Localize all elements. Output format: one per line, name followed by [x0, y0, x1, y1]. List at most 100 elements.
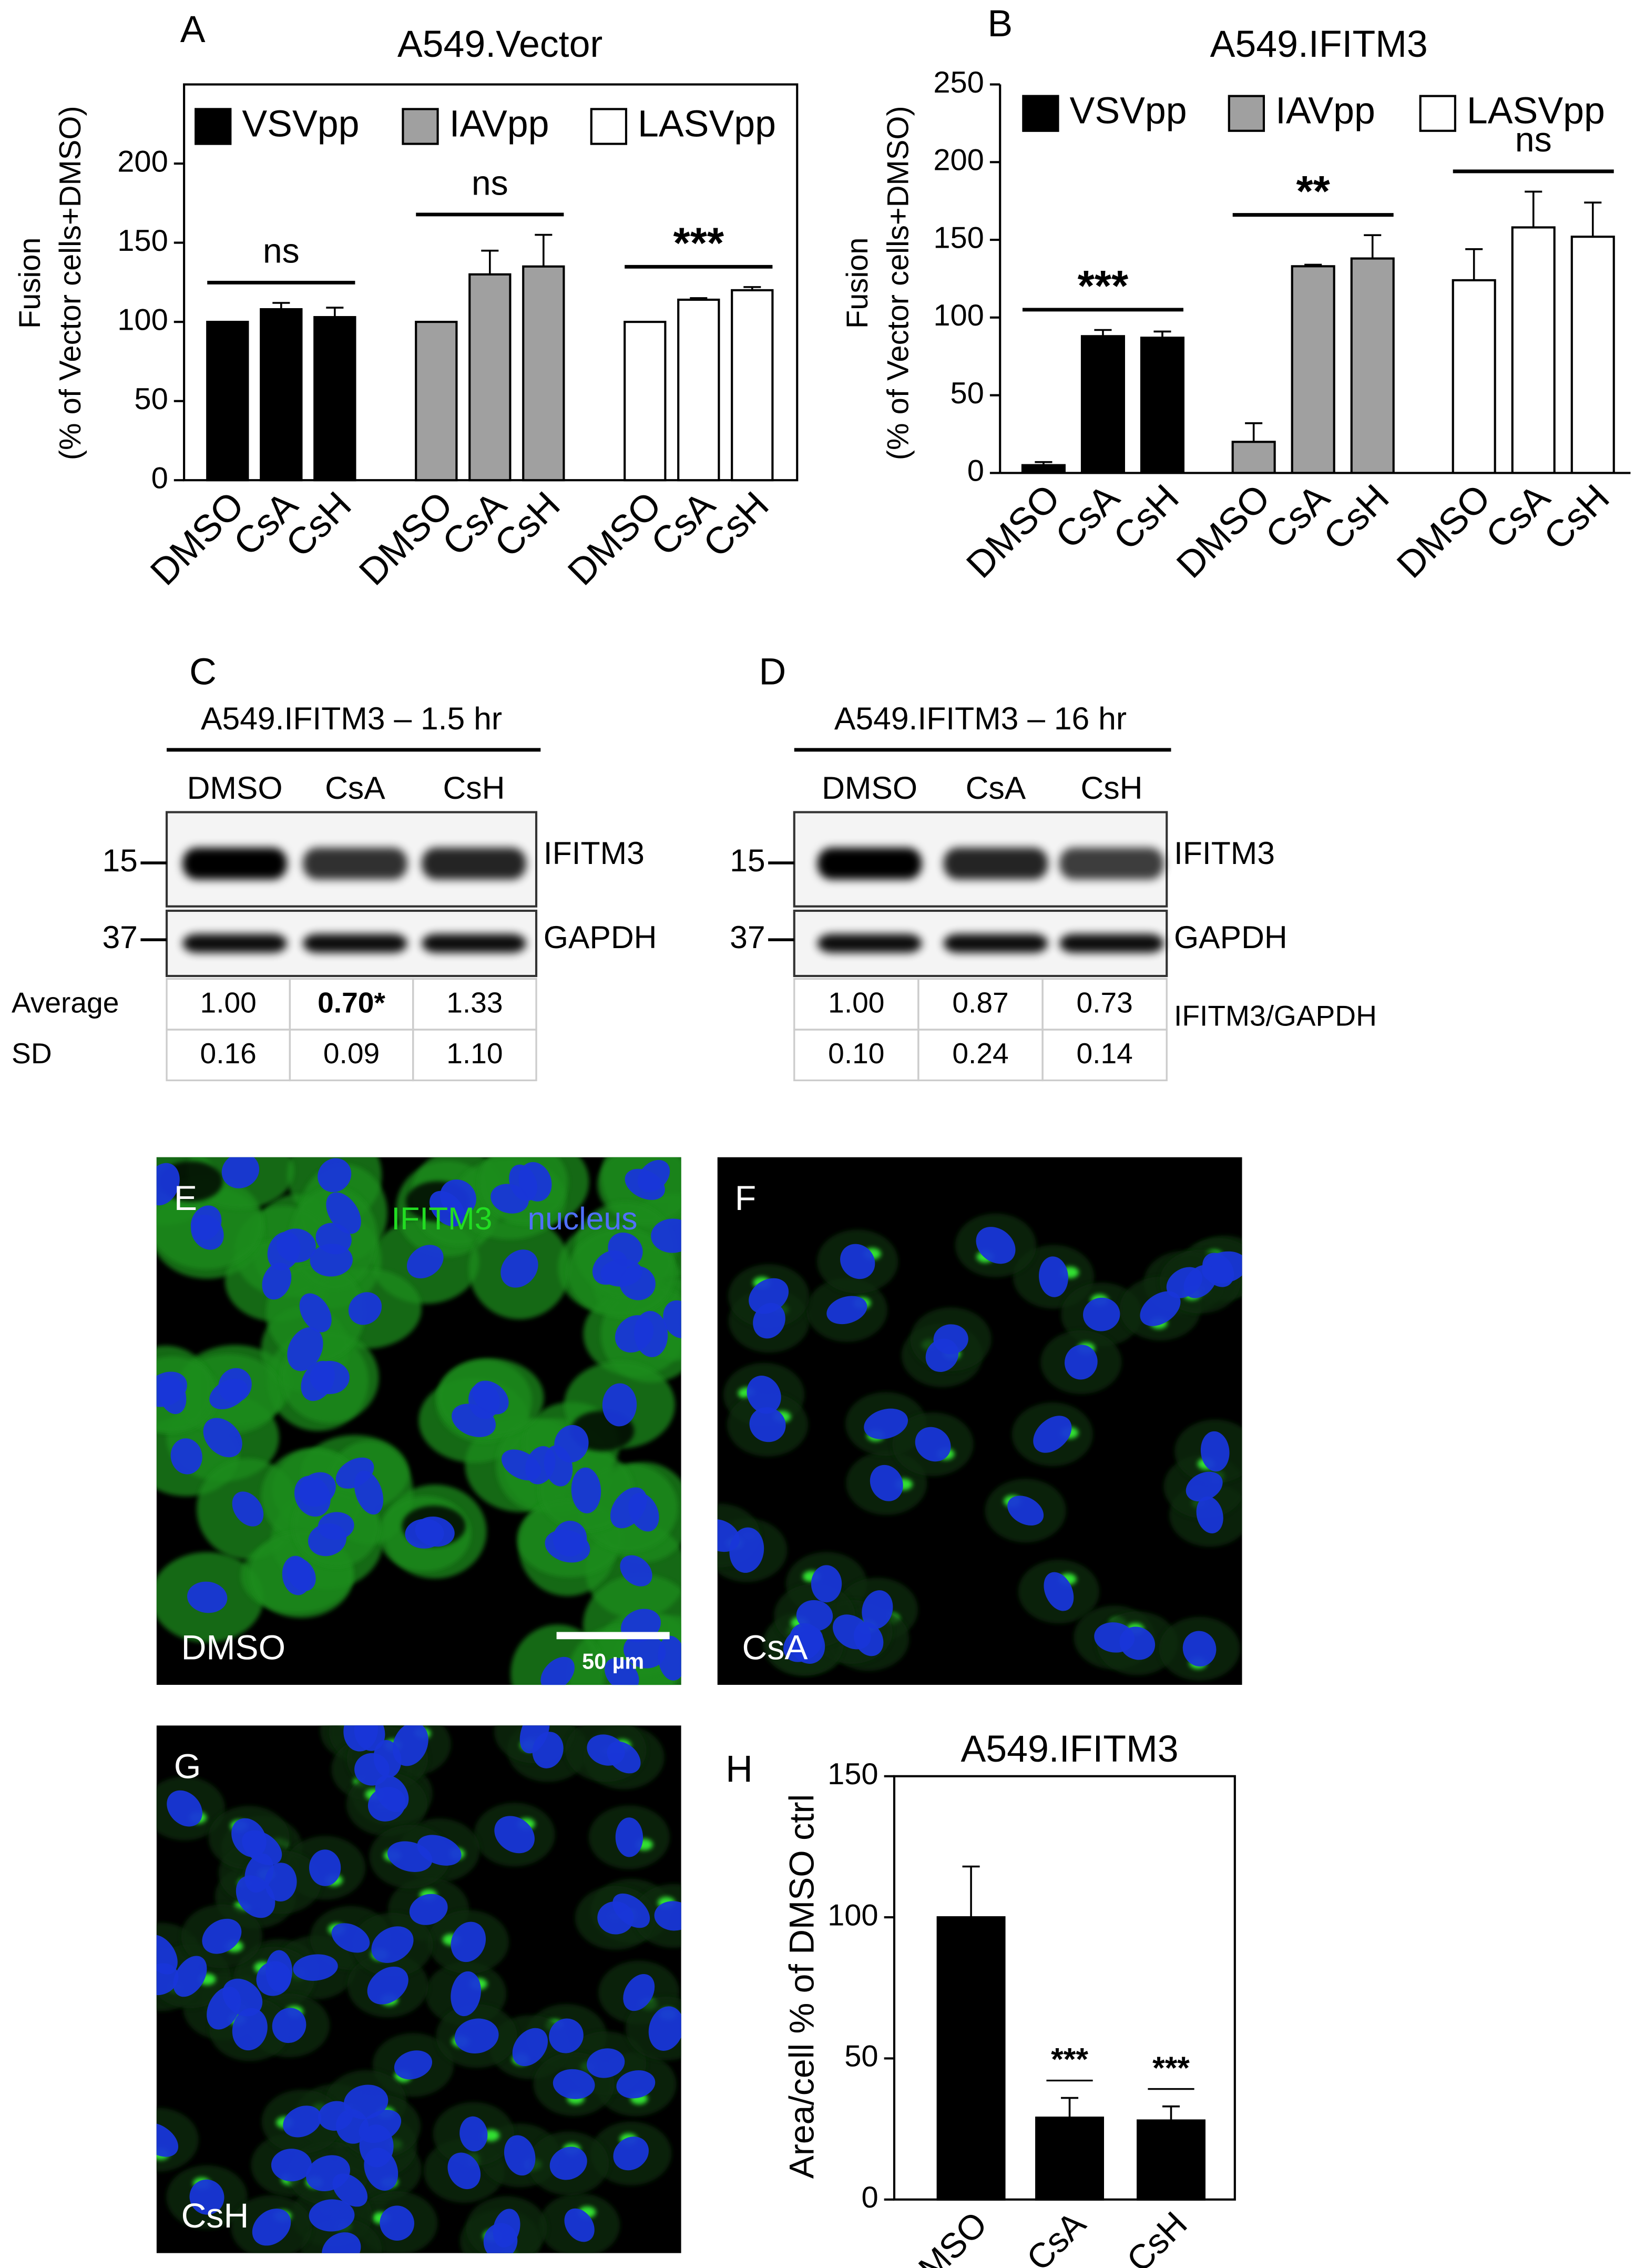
bar	[468, 273, 512, 482]
bar	[677, 298, 720, 482]
nucleus	[306, 2155, 351, 2192]
bar	[1350, 257, 1395, 474]
nucleus	[156, 1163, 180, 1206]
significance-label: **	[1296, 167, 1331, 216]
error-bar	[1304, 263, 1322, 267]
nucleus	[525, 1446, 556, 1484]
bar	[1140, 337, 1185, 474]
protein-label: GAPDH	[544, 919, 657, 955]
nucleus	[202, 1918, 242, 1954]
y-axis-label: (% of Vector cells+DMSO)	[54, 106, 87, 460]
marker-label: 15	[102, 842, 137, 878]
nucleus	[648, 2006, 681, 2051]
y-axis-label: Fusion	[841, 237, 874, 329]
x-tick-label: DMSO	[893, 2204, 995, 2268]
protein-label: GAPDH	[1174, 919, 1288, 955]
nucleus	[287, 1327, 323, 1371]
nucleus	[549, 2018, 584, 2053]
protein-band	[817, 848, 922, 880]
protein-band	[943, 934, 1048, 953]
nucleus	[343, 2084, 389, 2120]
nucleus	[587, 2048, 625, 2078]
nucleus	[380, 2205, 414, 2241]
lane-label: CsH	[443, 770, 505, 806]
bar	[260, 308, 303, 482]
panel-label: D	[759, 651, 786, 693]
row-label: SD	[12, 1037, 52, 1070]
panel-label: E	[174, 1179, 197, 1218]
nucleus	[519, 1725, 550, 1754]
nucleus	[387, 1841, 433, 1872]
protein-band	[422, 848, 526, 880]
panel-label: F	[735, 1179, 756, 1218]
nucleus	[310, 1360, 350, 1395]
nucleus	[472, 1380, 509, 1415]
table-value: 0.09	[323, 1037, 380, 1070]
y-tick-label: 250	[933, 66, 984, 99]
protein-band	[943, 848, 1048, 880]
ratio-label: IFITM3/GAPDH	[1174, 1000, 1377, 1032]
bar	[1021, 464, 1066, 474]
nucleus	[359, 2110, 402, 2143]
nucleus	[221, 1157, 260, 1188]
nucleus	[190, 1205, 222, 1240]
significance-label: ns	[263, 232, 300, 271]
condition-label: CsA	[742, 1628, 808, 1667]
y-tick-label: 0	[861, 2181, 878, 2214]
table-value: 0.24	[952, 1037, 1008, 1070]
nucleus	[405, 1519, 444, 1549]
ifitm3-spot	[362, 1712, 379, 1723]
nucleus	[509, 1164, 537, 1202]
nucleus	[262, 1263, 292, 1300]
nucleus	[454, 2018, 499, 2054]
nucleus	[283, 2106, 322, 2138]
legend-label: VSVpp	[1070, 90, 1187, 132]
error-bar	[1153, 330, 1171, 338]
nucleus	[615, 1817, 643, 1857]
error-bar	[272, 302, 290, 310]
error-bar	[1035, 461, 1053, 465]
x-tick-label: CsH	[1119, 2204, 1194, 2268]
nucleus	[170, 1438, 202, 1474]
nucleus	[553, 2069, 595, 2099]
legend-label: LASVpp	[638, 103, 776, 145]
nucleus	[610, 1487, 647, 1529]
row-label: Average	[12, 986, 119, 1019]
nucleus	[811, 1565, 842, 1603]
stain-label: IFITM3	[391, 1201, 492, 1236]
nucleus	[747, 1376, 781, 1414]
x-tick-label: CsH	[695, 484, 776, 565]
nucleus	[354, 1470, 384, 1515]
significance-label: ***	[1078, 261, 1129, 310]
error-bar	[1094, 329, 1112, 337]
nucleus	[571, 1467, 601, 1513]
nucleus	[367, 1787, 406, 1822]
scale-bar-label: 50 µm	[582, 1650, 644, 1674]
nucleus	[371, 1926, 414, 1963]
blot-title: A549.IFITM3 – 16 hr	[834, 700, 1127, 736]
legend-label: LASVpp	[1467, 90, 1605, 132]
legend-label: IAVpp	[1275, 90, 1375, 132]
nucleus	[1044, 1572, 1074, 1611]
nucleus	[451, 1921, 486, 1962]
protein-band	[817, 934, 922, 953]
protein-label: IFITM3	[1174, 835, 1275, 871]
error-bar	[481, 249, 499, 274]
nucleus	[915, 1427, 951, 1462]
nucleus	[1039, 1256, 1068, 1297]
y-tick-label: 50	[844, 2040, 878, 2073]
legend-swatch	[1022, 95, 1059, 132]
nucleus	[287, 1558, 316, 1591]
protein-label: IFITM3	[544, 835, 645, 871]
nucleus	[616, 2070, 656, 2099]
x-tick-label: CsH	[1106, 476, 1187, 558]
nucleus	[540, 1656, 575, 1685]
error-bar	[1584, 201, 1602, 237]
nucleus	[1007, 1496, 1044, 1526]
y-tick-label: 50	[134, 382, 168, 416]
y-axis-label: (% of Vector cells+DMSO)	[881, 106, 915, 460]
y-axis-label: Area/cell % of DMSO ctrl	[783, 1794, 822, 2179]
protein-band	[303, 934, 407, 953]
